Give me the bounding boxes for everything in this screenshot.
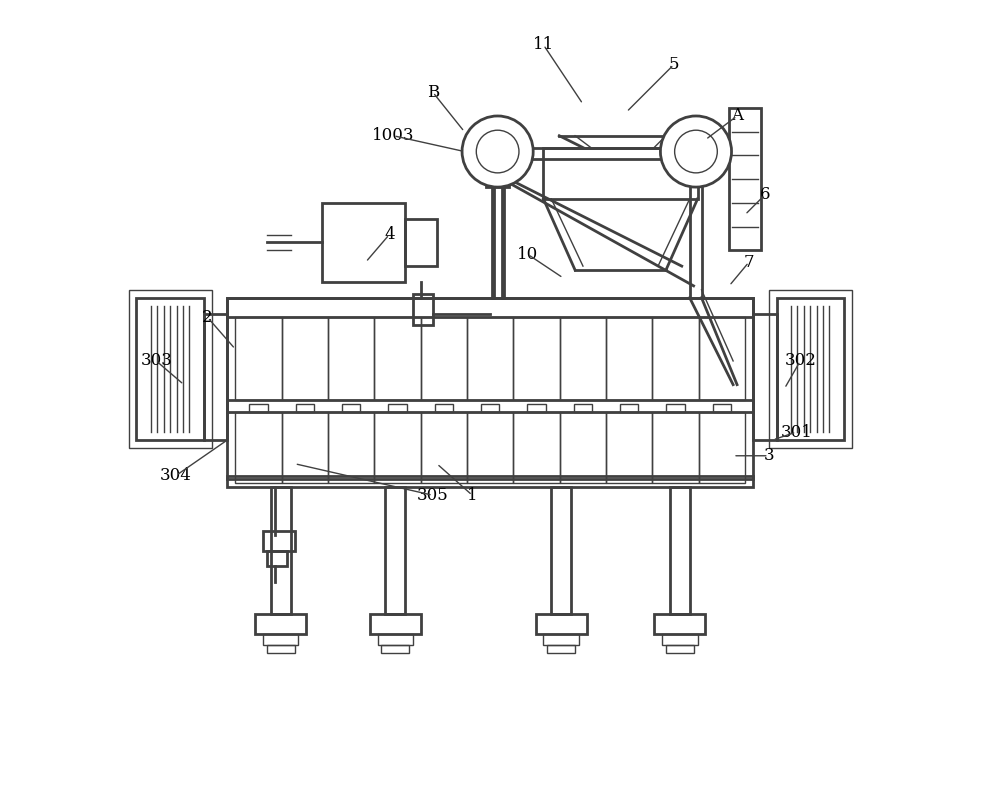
Text: 2: 2: [202, 309, 213, 326]
Text: 1003: 1003: [372, 127, 415, 144]
Bar: [227, 297, 753, 480]
Bar: [322, 203, 405, 282]
Bar: [467, 412, 513, 484]
Bar: [543, 147, 698, 199]
Bar: [435, 404, 453, 412]
Bar: [666, 646, 694, 653]
Bar: [729, 108, 761, 251]
Bar: [405, 219, 437, 266]
Text: 301: 301: [780, 423, 812, 441]
Bar: [378, 634, 413, 646]
Bar: [421, 317, 467, 400]
Text: 4: 4: [384, 226, 395, 243]
Bar: [560, 317, 606, 400]
Bar: [777, 297, 844, 440]
Bar: [620, 404, 638, 412]
Bar: [227, 297, 753, 317]
Bar: [374, 317, 421, 400]
Bar: [536, 614, 587, 634]
Bar: [381, 646, 409, 653]
Text: 5: 5: [669, 56, 679, 73]
Bar: [662, 634, 698, 646]
Text: B: B: [427, 84, 439, 101]
Bar: [486, 167, 509, 187]
Bar: [467, 317, 513, 400]
Bar: [413, 293, 433, 325]
Bar: [560, 412, 606, 484]
Bar: [713, 404, 731, 412]
Bar: [255, 614, 306, 634]
Bar: [328, 412, 374, 484]
Text: A: A: [731, 108, 743, 125]
Bar: [204, 313, 227, 440]
Bar: [699, 317, 745, 400]
Bar: [513, 317, 560, 400]
Bar: [271, 488, 291, 614]
Bar: [769, 289, 852, 448]
Bar: [129, 289, 212, 448]
Bar: [421, 412, 467, 484]
Bar: [249, 404, 268, 412]
Bar: [267, 550, 287, 566]
Bar: [527, 404, 546, 412]
Bar: [385, 488, 405, 614]
Bar: [282, 412, 328, 484]
Bar: [670, 488, 690, 614]
Text: 303: 303: [140, 352, 172, 370]
Bar: [652, 317, 699, 400]
Bar: [296, 404, 314, 412]
Bar: [263, 634, 298, 646]
Text: 7: 7: [744, 254, 754, 270]
Circle shape: [675, 130, 717, 173]
Bar: [547, 646, 575, 653]
Circle shape: [476, 130, 519, 173]
Bar: [606, 317, 652, 400]
Bar: [282, 317, 328, 400]
Bar: [235, 317, 282, 400]
Bar: [481, 404, 499, 412]
Text: 10: 10: [517, 246, 538, 262]
Bar: [654, 614, 705, 634]
Bar: [227, 476, 753, 488]
Text: 305: 305: [417, 487, 449, 504]
Bar: [699, 412, 745, 484]
Bar: [606, 412, 652, 484]
Text: 3: 3: [763, 447, 774, 464]
Bar: [136, 297, 204, 440]
Text: 1: 1: [467, 487, 478, 504]
Bar: [370, 614, 421, 634]
Bar: [574, 404, 592, 412]
Bar: [328, 317, 374, 400]
Circle shape: [660, 116, 732, 187]
Bar: [374, 412, 421, 484]
Text: 11: 11: [533, 36, 554, 53]
Bar: [513, 412, 560, 484]
Bar: [235, 412, 282, 484]
Circle shape: [462, 116, 533, 187]
Bar: [551, 488, 571, 614]
Bar: [388, 404, 407, 412]
Bar: [263, 531, 295, 550]
Bar: [227, 400, 753, 412]
Text: 302: 302: [784, 352, 816, 370]
Text: 6: 6: [759, 186, 770, 204]
Bar: [753, 313, 777, 440]
Bar: [543, 634, 579, 646]
Text: 304: 304: [160, 467, 192, 484]
Bar: [342, 404, 360, 412]
Bar: [652, 412, 699, 484]
Bar: [267, 646, 295, 653]
Bar: [666, 404, 685, 412]
